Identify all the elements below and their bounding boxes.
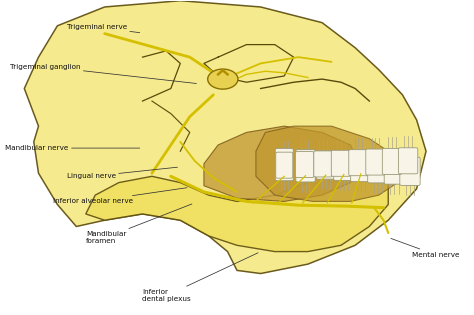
Text: Trigeminal ganglion: Trigeminal ganglion: [10, 64, 196, 83]
Text: Mandibular nerve: Mandibular nerve: [5, 145, 140, 151]
FancyBboxPatch shape: [276, 152, 293, 178]
FancyBboxPatch shape: [368, 155, 388, 183]
Text: Lingual nerve: Lingual nerve: [67, 167, 178, 179]
FancyBboxPatch shape: [316, 151, 336, 179]
FancyBboxPatch shape: [398, 148, 418, 174]
Text: Trigeminal nerve: Trigeminal nerve: [67, 24, 140, 33]
Circle shape: [208, 69, 238, 89]
FancyBboxPatch shape: [295, 152, 314, 178]
Polygon shape: [204, 126, 360, 201]
FancyBboxPatch shape: [400, 157, 420, 186]
FancyBboxPatch shape: [275, 148, 293, 181]
FancyBboxPatch shape: [384, 156, 404, 184]
Polygon shape: [24, 1, 426, 273]
Text: Inferior
dental plexus: Inferior dental plexus: [143, 253, 258, 302]
Polygon shape: [86, 170, 388, 252]
FancyBboxPatch shape: [349, 150, 368, 176]
Text: Mandibular
foramen: Mandibular foramen: [86, 204, 192, 244]
FancyBboxPatch shape: [334, 152, 354, 180]
Text: Inferior alveolar nerve: Inferior alveolar nerve: [53, 188, 187, 204]
FancyBboxPatch shape: [314, 151, 332, 177]
FancyBboxPatch shape: [296, 150, 315, 182]
FancyBboxPatch shape: [366, 149, 385, 175]
Polygon shape: [256, 126, 402, 201]
Text: Mental nerve: Mental nerve: [391, 238, 459, 258]
FancyBboxPatch shape: [383, 148, 401, 175]
FancyBboxPatch shape: [351, 153, 371, 182]
FancyBboxPatch shape: [331, 150, 351, 176]
